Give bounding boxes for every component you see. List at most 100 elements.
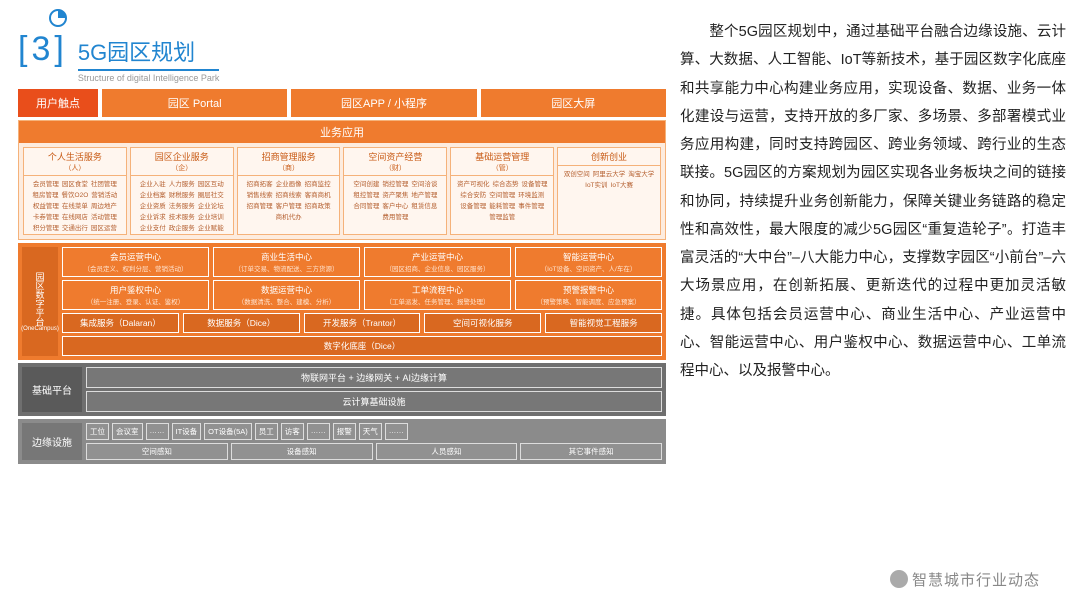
edge-category: 空间感知 — [86, 443, 228, 460]
bizapp-item: 空间洽谈 — [410, 178, 438, 188]
bizapp-item: 技术服务 — [168, 211, 196, 221]
bizapp-col-title: 空间资产经营（财） — [344, 148, 446, 176]
bizapp-item: 周边地产 — [90, 200, 118, 210]
platform-box: 智能运营中心（IoT设备、空间资产、人/车在） — [515, 247, 662, 277]
bizapp-item: 企业论坛 — [197, 200, 225, 210]
bizapp-item: 会员管理 — [32, 178, 60, 188]
bizapp-item: 政企服务 — [168, 222, 196, 232]
bizapp-item: 活动管理 — [90, 211, 118, 221]
bizapp-item: 环境监测 — [517, 189, 545, 199]
edge-cell: 会议室 — [112, 423, 143, 440]
bizapp-item: 招商监控 — [304, 178, 332, 188]
edge-section: 边缘设施 工位会议室……IT设备OT设备(5A)员工访客……报警天气…… 空间感… — [18, 419, 666, 464]
bizapp-section: 业务应用 个人生活服务（人）会员管理园区食堂社团管理租房管理餐饮O2O营销活动权… — [18, 120, 666, 240]
touchpoint-tab: 园区APP / 小程序 — [291, 89, 476, 117]
platform-box: 工单流程中心（工单派发、任务管理、报警处理） — [364, 280, 511, 310]
bizapp-item: 社团管理 — [90, 178, 118, 188]
edge-cell: 报警 — [333, 423, 356, 440]
bizapp-item: 招商管理 — [246, 200, 274, 210]
platform-base: 数字化底座（Dice） — [62, 336, 662, 356]
bizapp-col-title: 创新创业 — [558, 148, 660, 166]
edge-cell: …… — [307, 423, 330, 440]
edge-cell: 工位 — [86, 423, 109, 440]
bizapp-item: 园区互动 — [197, 178, 225, 188]
bizapp-item: 客户管理 — [275, 200, 303, 210]
platform-box: 数据服务（Dice） — [183, 313, 300, 333]
touchpoint-label: 用户触点 — [18, 89, 98, 117]
watermark: 智慧城市行业动态 — [890, 569, 1040, 590]
section-bracket-right: ] — [54, 30, 63, 69]
slide: [ 3 ] 5G园区规划 Structure of digital Intell… — [0, 0, 1080, 608]
platform-box: 产业运营中心（园区招商、企业信息、园区服务） — [364, 247, 511, 277]
bizapp-item: 淘宝大学 — [627, 168, 655, 178]
touchpoint-tab: 园区 Portal — [102, 89, 287, 117]
bizapp-col-title: 园区企业服务（企） — [131, 148, 233, 176]
bizapp-col-title: 基础运营管理（管） — [451, 148, 553, 176]
bizapp-item: 餐饮O2O — [61, 189, 90, 199]
header: [ 3 ] 5G园区规划 Structure of digital Intell… — [18, 8, 666, 83]
bizapp-item: 阿里云大学 — [592, 168, 627, 178]
edge-cell: OT设备(5A) — [204, 423, 252, 440]
bizapp-item: 园区运营 — [90, 222, 118, 232]
bizapp-column: 创新创业双创空间阿里云大学淘宝大学IoT实训IoT大赛 — [557, 147, 661, 235]
platform-box: 商业生活中心（订单交易、物流配送、三方货源） — [213, 247, 360, 277]
bizapp-item: 交通出行 — [61, 222, 89, 232]
bizapp-item: 圈层社交 — [197, 189, 225, 199]
touchpoint-tab: 园区大屏 — [481, 89, 666, 117]
description-text: 整个5G园区规划中，通过基础平台融合边缘设施、云计算、大数据、人工智能、IoT等… — [670, 0, 1080, 608]
edge-category: 人员感知 — [376, 443, 518, 460]
bizapp-item: 企业档案 — [139, 189, 167, 199]
edge-label: 边缘设施 — [22, 423, 82, 460]
bizapp-item: 财税服务 — [168, 189, 196, 199]
bizapp-item: 权益管理 — [32, 200, 60, 210]
bizapp-item: 在线网店 — [61, 211, 89, 221]
bizapp-item: 销控管理 — [381, 178, 409, 188]
bizapp-item: 客商商机 — [304, 189, 332, 199]
platform-label: 园区数字平台 (OneCampus) — [22, 247, 58, 356]
bizapp-column: 个人生活服务（人）会员管理园区食堂社团管理租房管理餐饮O2O营销活动权益管理在线… — [23, 147, 127, 235]
bizapp-item: 人力服务 — [168, 178, 196, 188]
bizapp-item: 园区食堂 — [61, 178, 89, 188]
bizapp-item: 租赁信息 — [410, 200, 438, 210]
platform-box: 预警报警中心（预警策略、智能调度、应急预案） — [515, 280, 662, 310]
bizapp-item: 在线菜单 — [61, 200, 89, 210]
diagram-panel: [ 3 ] 5G园区规划 Structure of digital Intell… — [0, 0, 670, 608]
edge-cell: IT设备 — [172, 423, 202, 440]
bizapp-item: 费用管理 — [381, 211, 409, 221]
bizapp-item: 地产管理 — [410, 189, 438, 199]
bizapp-item: 企业赋能 — [197, 222, 225, 232]
platform-box: 智能视觉工程服务 — [545, 313, 662, 333]
bizapp-item: 能耗管理 — [488, 200, 516, 210]
bizapp-item: 综合安防 — [459, 189, 487, 199]
bizapp-item: 企业画像 — [275, 178, 303, 188]
platform-box: 会员运营中心（会员定义、权利分层、营销活动） — [62, 247, 209, 277]
bizapp-item: IoT实训 — [584, 179, 608, 189]
bizapp-item: 空间管理 — [488, 189, 516, 199]
bizapp-item: 企业支付 — [139, 222, 167, 232]
bizapp-item: 招商拓客 — [246, 178, 274, 188]
edge-cell: …… — [146, 423, 169, 440]
bizapp-item: 积分管理 — [32, 222, 60, 232]
bizapp-item: 客户中心 — [381, 200, 409, 210]
base-row: 物联网平台 + 边缘网关 + AI边缘计算 — [86, 367, 662, 388]
bizapp-column: 基础运营管理（管）资产可视化综合态势设备管理综合安防空间管理环境监测设备管理能耗… — [450, 147, 554, 235]
platform-box: 数据运营中心（数据清洗、整合、建模、分析） — [213, 280, 360, 310]
base-row: 云计算基础设施 — [86, 391, 662, 412]
bizapp-item: 销售线索 — [246, 189, 274, 199]
bizapp-item: 设备管理 — [520, 178, 548, 188]
touchpoint-row: 用户触点 园区 Portal 园区APP / 小程序 园区大屏 — [18, 89, 666, 117]
base-label: 基础平台 — [22, 367, 82, 412]
bizapp-item: 法务服务 — [168, 200, 196, 210]
wechat-icon — [890, 570, 908, 588]
section-bracket-left: [ — [18, 30, 27, 69]
bizapp-col-title: 个人生活服务（人） — [24, 148, 126, 176]
bizapp-item: 综合态势 — [491, 178, 519, 188]
edge-cell: …… — [385, 423, 408, 440]
pie-icon — [48, 8, 68, 28]
edge-category: 其它事件感知 — [520, 443, 662, 460]
bizapp-item: IoT大赛 — [610, 179, 634, 189]
architecture-diagram: 用户触点 园区 Portal 园区APP / 小程序 园区大屏 业务应用 个人生… — [18, 89, 666, 464]
bizapp-item: 营销活动 — [90, 189, 118, 199]
edge-cell: 天气 — [359, 423, 382, 440]
edge-cell: 访客 — [281, 423, 304, 440]
